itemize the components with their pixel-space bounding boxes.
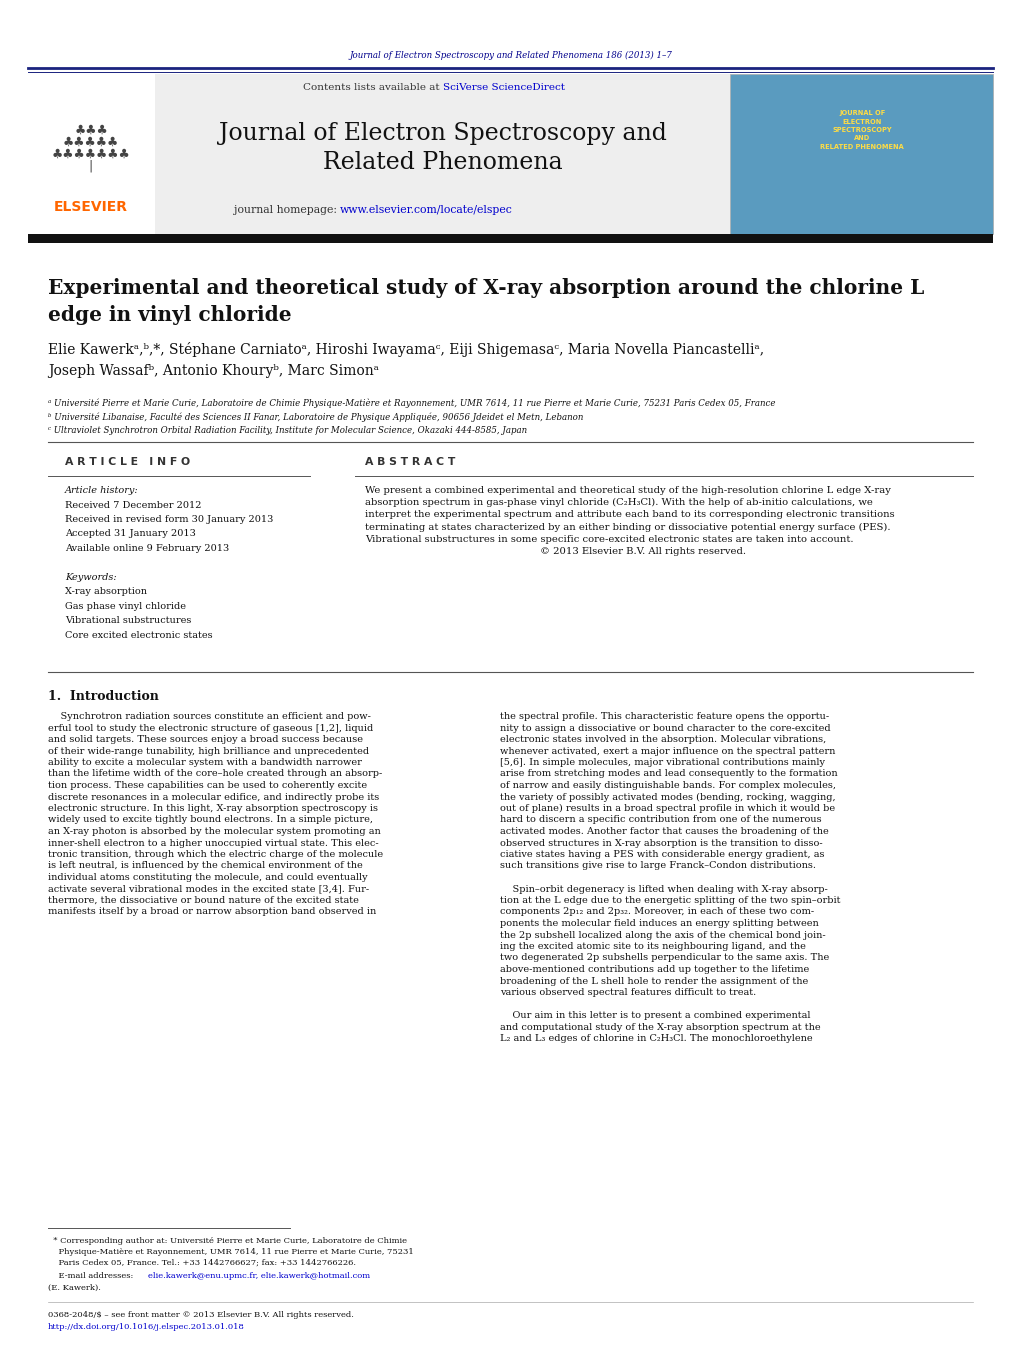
Text: widely used to excite tightly bound electrons. In a simple picture,: widely used to excite tightly bound elec…	[48, 816, 373, 824]
Text: the spectral profile. This characteristic feature opens the opportu-: the spectral profile. This characteristi…	[500, 712, 829, 721]
Text: Our aim in this letter is to present a combined experimental: Our aim in this letter is to present a c…	[500, 1011, 811, 1020]
Text: ability to excite a molecular system with a bandwidth narrower: ability to excite a molecular system wit…	[48, 758, 361, 767]
Text: than the lifetime width of the core–hole created through an absorp-: than the lifetime width of the core–hole…	[48, 770, 382, 778]
Text: hard to discern a specific contribution from one of the numerous: hard to discern a specific contribution …	[500, 816, 822, 824]
Text: Received in revised form 30 January 2013: Received in revised form 30 January 2013	[65, 515, 274, 524]
Text: nity to assign a dissociative or bound character to the core-excited: nity to assign a dissociative or bound c…	[500, 724, 831, 732]
Text: out of plane) results in a broad spectral profile in which it would be: out of plane) results in a broad spectra…	[500, 804, 835, 813]
Text: 1.  Introduction: 1. Introduction	[48, 690, 159, 703]
Text: Journal of Electron Spectroscopy and
Related Phenomena: Journal of Electron Spectroscopy and Rel…	[220, 122, 667, 174]
Text: * Corresponding author at: Université Pierre et Marie Curie, Laboratoire de Chim: * Corresponding author at: Université Pi…	[48, 1238, 414, 1266]
Text: an X-ray photon is absorbed by the molecular system promoting an: an X-ray photon is absorbed by the molec…	[48, 827, 381, 836]
Text: [5,6]. In simple molecules, major vibrational contributions mainly: [5,6]. In simple molecules, major vibrat…	[500, 758, 825, 767]
Text: and computational study of the X-ray absorption spectrum at the: and computational study of the X-ray abs…	[500, 1023, 821, 1032]
Text: various observed spectral features difficult to treat.: various observed spectral features diffi…	[500, 988, 757, 997]
Text: is left neutral, is influenced by the chemical environment of the: is left neutral, is influenced by the ch…	[48, 862, 362, 870]
FancyBboxPatch shape	[155, 74, 730, 234]
Text: Received 7 December 2012: Received 7 December 2012	[65, 500, 201, 509]
Text: 0368-2048/$ – see front matter © 2013 Elsevier B.V. All rights reserved.: 0368-2048/$ – see front matter © 2013 El…	[48, 1310, 354, 1319]
Text: ponents the molecular field induces an energy splitting between: ponents the molecular field induces an e…	[500, 919, 819, 928]
Text: Gas phase vinyl chloride: Gas phase vinyl chloride	[65, 603, 186, 611]
Text: Core excited electronic states: Core excited electronic states	[65, 631, 212, 640]
Text: observed structures in X-ray absorption is the transition to disso-: observed structures in X-ray absorption …	[500, 839, 823, 847]
Text: discrete resonances in a molecular edifice, and indirectly probe its: discrete resonances in a molecular edifi…	[48, 793, 379, 801]
Text: Joseph Wassafᵇ, Antonio Khouryᵇ, Marc Simonᵃ: Joseph Wassafᵇ, Antonio Khouryᵇ, Marc Si…	[48, 363, 379, 378]
Text: broadening of the L shell hole to render the assignment of the: broadening of the L shell hole to render…	[500, 977, 809, 985]
FancyBboxPatch shape	[28, 74, 155, 209]
Text: ᵇ Université Libanaise, Faculté des Sciences II Fanar, Laboratoire de Physique A: ᵇ Université Libanaise, Faculté des Scie…	[48, 412, 583, 422]
Text: tronic transition, through which the electric charge of the molecule: tronic transition, through which the ele…	[48, 850, 383, 859]
Text: Journal of Electron Spectroscopy and Related Phenomena 186 (2013) 1–7: Journal of Electron Spectroscopy and Rel…	[349, 50, 672, 59]
Text: tion at the L edge due to the energetic splitting of the two spin–orbit: tion at the L edge due to the energetic …	[500, 896, 840, 905]
Text: two degenerated 2p subshells perpendicular to the same axis. The: two degenerated 2p subshells perpendicul…	[500, 954, 829, 962]
Text: Elie Kawerkᵃ,ᵇ,*, Stéphane Carniatoᵃ, Hiroshi Iwayamaᶜ, Eiji Shigemasaᶜ, Maria N: Elie Kawerkᵃ,ᵇ,*, Stéphane Carniatoᵃ, Hi…	[48, 342, 764, 357]
Text: Accepted 31 January 2013: Accepted 31 January 2013	[65, 530, 196, 539]
Text: ᶜ Ultraviolet Synchrotron Orbital Radiation Facility, Institute for Molecular Sc: ᶜ Ultraviolet Synchrotron Orbital Radiat…	[48, 426, 527, 435]
Text: elie.kawerk@enu.upmc.fr, elie.kawerk@hotmail.com: elie.kawerk@enu.upmc.fr, elie.kawerk@hot…	[148, 1273, 371, 1279]
Text: Keywords:: Keywords:	[65, 573, 116, 582]
Text: ELSEVIER: ELSEVIER	[54, 200, 128, 213]
Text: (E. Kawerk).: (E. Kawerk).	[48, 1283, 101, 1292]
Bar	[28, 234, 993, 243]
Text: arise from stretching modes and lead consequently to the formation: arise from stretching modes and lead con…	[500, 770, 837, 778]
Text: ᵃ Université Pierre et Marie Curie, Laboratoire de Chimie Physique-Matière et Ra: ᵃ Université Pierre et Marie Curie, Labo…	[48, 399, 776, 408]
Text: thermore, the dissociative or bound nature of the excited state: thermore, the dissociative or bound natu…	[48, 896, 358, 905]
Text: tion process. These capabilities can be used to coherently excite: tion process. These capabilities can be …	[48, 781, 368, 790]
Text: ♣♣♣
♣♣♣♣♣
♣♣♣♣♣♣♣
  |: ♣♣♣ ♣♣♣♣♣ ♣♣♣♣♣♣♣ |	[52, 123, 131, 173]
Text: Article history:: Article history:	[65, 486, 139, 494]
Text: such transitions give rise to large Franck–Condon distributions.: such transitions give rise to large Fran…	[500, 862, 816, 870]
Text: We present a combined experimental and theoretical study of the high-resolution : We present a combined experimental and t…	[364, 486, 894, 557]
Text: components 2p₁₂ and 2p₃₂. Moreover, in each of these two com-: components 2p₁₂ and 2p₃₂. Moreover, in e…	[500, 908, 814, 916]
Text: manifests itself by a broad or narrow absorption band observed in: manifests itself by a broad or narrow ab…	[48, 908, 377, 916]
Text: above-mentioned contributions add up together to the lifetime: above-mentioned contributions add up tog…	[500, 965, 810, 974]
Text: ing the excited atomic site to its neighbouring ligand, and the: ing the excited atomic site to its neigh…	[500, 942, 806, 951]
Text: erful tool to study the electronic structure of gaseous [1,2], liquid: erful tool to study the electronic struc…	[48, 724, 374, 732]
Text: of narrow and easily distinguishable bands. For complex molecules,: of narrow and easily distinguishable ban…	[500, 781, 836, 790]
Text: JOURNAL OF
ELECTRON
SPECTROSCOPY
AND
RELATED PHENOMENA: JOURNAL OF ELECTRON SPECTROSCOPY AND REL…	[820, 109, 904, 150]
Text: A R T I C L E   I N F O: A R T I C L E I N F O	[65, 457, 190, 467]
Text: SciVerse ScienceDirect: SciVerse ScienceDirect	[443, 84, 565, 92]
Text: A B S T R A C T: A B S T R A C T	[364, 457, 455, 467]
Text: the 2p subshell localized along the axis of the chemical bond join-: the 2p subshell localized along the axis…	[500, 931, 826, 939]
Text: of their wide-range tunability, high brilliance and unprecedented: of their wide-range tunability, high bri…	[48, 747, 370, 755]
Text: journal homepage:: journal homepage:	[234, 205, 340, 215]
Text: the variety of possibly activated modes (bending, rocking, wagging,: the variety of possibly activated modes …	[500, 793, 835, 801]
Text: activated modes. Another factor that causes the broadening of the: activated modes. Another factor that cau…	[500, 827, 829, 836]
Text: activate several vibrational modes in the excited state [3,4]. Fur-: activate several vibrational modes in th…	[48, 885, 370, 893]
Text: Available online 9 February 2013: Available online 9 February 2013	[65, 544, 230, 553]
Text: electronic states involved in the absorption. Molecular vibrations,: electronic states involved in the absorp…	[500, 735, 826, 744]
Text: www.elsevier.com/locate/elspec: www.elsevier.com/locate/elspec	[340, 205, 513, 215]
Text: Contents lists available at: Contents lists available at	[303, 84, 443, 92]
Text: Synchrotron radiation sources constitute an efficient and pow-: Synchrotron radiation sources constitute…	[48, 712, 371, 721]
Text: Experimental and theoretical study of X-ray absorption around the chlorine L
edg: Experimental and theoretical study of X-…	[48, 278, 924, 326]
Text: electronic structure. In this light, X-ray absorption spectroscopy is: electronic structure. In this light, X-r…	[48, 804, 378, 813]
Text: Vibrational substructures: Vibrational substructures	[65, 616, 191, 626]
Text: L₂ and L₃ edges of chlorine in C₂H₃Cl. The monochloroethylene: L₂ and L₃ edges of chlorine in C₂H₃Cl. T…	[500, 1034, 813, 1043]
Text: Spin–orbit degeneracy is lifted when dealing with X-ray absorp-: Spin–orbit degeneracy is lifted when dea…	[500, 885, 828, 893]
Text: individual atoms constituting the molecule, and could eventually: individual atoms constituting the molecu…	[48, 873, 368, 882]
FancyBboxPatch shape	[730, 74, 993, 234]
Text: http://dx.doi.org/10.1016/j.elspec.2013.01.018: http://dx.doi.org/10.1016/j.elspec.2013.…	[48, 1323, 245, 1331]
Text: and solid targets. These sources enjoy a broad success because: and solid targets. These sources enjoy a…	[48, 735, 363, 744]
Text: ciative states having a PES with considerable energy gradient, as: ciative states having a PES with conside…	[500, 850, 825, 859]
Text: inner-shell electron to a higher unoccupied virtual state. This elec-: inner-shell electron to a higher unoccup…	[48, 839, 379, 847]
Text: E-mail addresses:: E-mail addresses:	[48, 1273, 134, 1279]
Text: whenever activated, exert a major influence on the spectral pattern: whenever activated, exert a major influe…	[500, 747, 835, 755]
Text: X-ray absorption: X-ray absorption	[65, 588, 147, 597]
